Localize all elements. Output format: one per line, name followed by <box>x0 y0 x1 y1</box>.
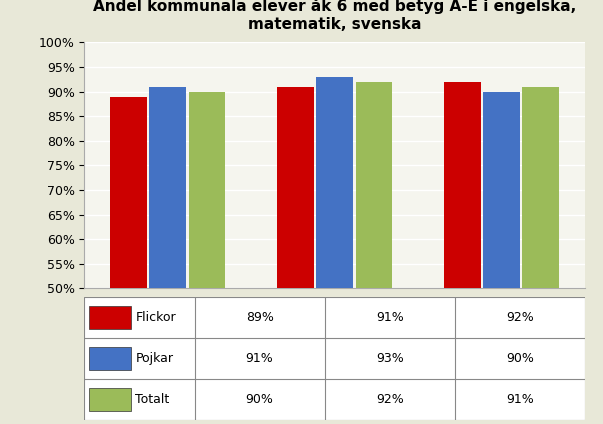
Text: 92%: 92% <box>506 311 534 324</box>
Bar <box>189 92 226 424</box>
Bar <box>483 92 520 424</box>
Bar <box>522 86 559 424</box>
Text: 89%: 89% <box>245 311 274 324</box>
Bar <box>444 82 481 424</box>
Text: 93%: 93% <box>376 352 403 365</box>
Bar <box>110 97 147 424</box>
Bar <box>89 347 131 370</box>
Bar <box>277 86 314 424</box>
Text: Pojkar: Pojkar <box>135 352 173 365</box>
Bar <box>356 82 392 424</box>
Bar <box>150 86 186 424</box>
Text: 90%: 90% <box>506 352 534 365</box>
Bar <box>317 77 353 424</box>
Text: 92%: 92% <box>376 393 403 406</box>
Text: 91%: 91% <box>245 352 274 365</box>
Bar <box>89 306 131 329</box>
Text: Flickor: Flickor <box>135 311 176 324</box>
Text: Totalt: Totalt <box>135 393 169 406</box>
Text: 91%: 91% <box>376 311 403 324</box>
Title: Andel kommunala elever åk 6 med betyg A-E i engelska,
matematik, svenska: Andel kommunala elever åk 6 med betyg A-… <box>93 0 576 31</box>
Text: 91%: 91% <box>506 393 534 406</box>
Bar <box>89 388 131 410</box>
Text: 90%: 90% <box>245 393 274 406</box>
